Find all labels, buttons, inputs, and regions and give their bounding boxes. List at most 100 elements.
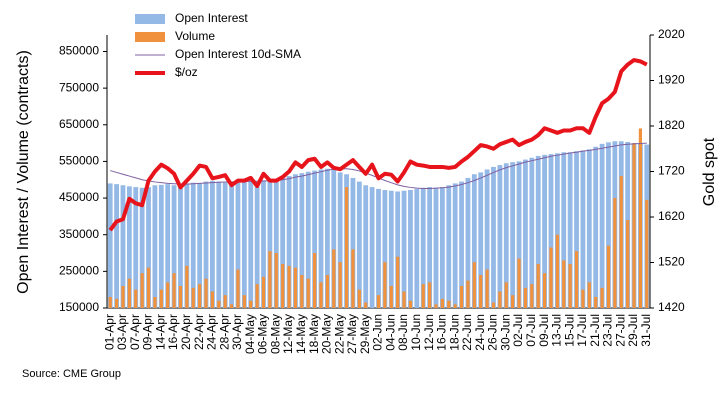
x-tick-label: 22-Apr [192,314,206,350]
bar [530,284,534,308]
x-tick-label: 26-Jun [486,314,500,351]
bar [184,183,190,308]
bar [248,180,254,308]
bar [562,260,566,308]
bar [204,278,208,308]
y2-tick-label: 1420 [658,300,685,314]
bar [511,295,515,308]
bar [446,185,452,308]
x-tick-label: 28-Apr [217,314,231,350]
x-tick-label: 07-Apr [128,314,142,350]
bar [554,153,560,308]
bar [139,187,145,308]
x-tick-label: 02-Jun [371,314,385,351]
bar [217,300,221,308]
bar [478,172,484,308]
x-tick-label: 04-May [243,314,257,354]
line [108,58,648,232]
bar [523,287,528,308]
bar [491,302,496,308]
bar [638,128,643,308]
bar [433,187,439,308]
bar [472,262,476,308]
bar [510,162,516,308]
bar [319,282,323,308]
bar [357,289,361,308]
bar [396,256,400,308]
bar [594,297,598,308]
y-tick-label: 550000 [59,154,99,168]
bar [549,247,553,308]
bar [338,262,342,308]
bar [210,291,215,308]
bar [555,234,559,308]
bar [108,297,112,308]
bar [484,169,490,308]
x-tick-label: 15-Jul [562,314,576,347]
bar [363,185,369,308]
bar [127,278,131,308]
bar [350,177,356,308]
bar [153,297,157,308]
x-tick-label: 29-Jul [626,314,640,347]
bar [497,165,503,308]
x-tick-label: 20-May [320,314,334,354]
bar [121,286,125,308]
bar [178,286,183,308]
y-tick-label: 450000 [59,190,99,204]
bar [388,190,394,308]
bar [229,304,234,308]
bar [114,298,119,308]
bar [632,143,636,308]
bar [166,282,170,308]
y2-tick-label: 2020 [658,27,685,41]
x-tick-label: 02-Jul [511,314,525,347]
bar [516,161,522,308]
x-tick-label: 31-Jul [639,314,653,347]
x-tick-label: 30-Jun [498,314,512,351]
bar [574,151,579,308]
bar [324,168,330,308]
bar [133,187,139,308]
bar [523,159,528,308]
y-axis-title: Open Interest / Volume (contracts) [15,50,32,294]
y2-tick-label: 1620 [658,209,685,223]
bar [172,273,176,308]
bar [134,289,138,308]
bar [586,149,592,308]
x-tick-label: 10-Jun [409,314,423,351]
x-tick-label: 16-Apr [166,314,180,350]
source-note: Source: CME Group [22,368,121,380]
bar [421,284,425,308]
bar [452,183,458,308]
bar [465,177,471,308]
bar [408,190,413,308]
legend-label: Open Interest 10d-SMA [175,47,301,61]
bar [382,190,388,308]
bar [331,168,337,308]
bar [332,249,336,308]
bar [190,182,196,308]
bar [517,258,521,308]
bar [203,181,209,308]
bar [114,184,119,308]
x-tick-label: 22-May [332,314,346,354]
x-tick-label: 16-Jun [435,314,449,351]
y-tick-label: 350000 [59,227,99,241]
bar [229,181,234,308]
bar [485,269,489,308]
bar [191,287,195,308]
legend-swatch [135,32,165,42]
bar [581,289,585,308]
bar [401,190,407,308]
x-tick-label: 21-Jul [588,314,602,347]
bar [198,284,202,308]
bar [414,188,420,308]
bar [280,177,286,308]
bar [466,280,470,308]
x-tick-label: 23-Jul [601,314,615,347]
x-tick-label: 09-Jul [537,314,551,347]
bar [453,304,457,308]
bar [299,173,305,308]
bar [197,183,203,308]
